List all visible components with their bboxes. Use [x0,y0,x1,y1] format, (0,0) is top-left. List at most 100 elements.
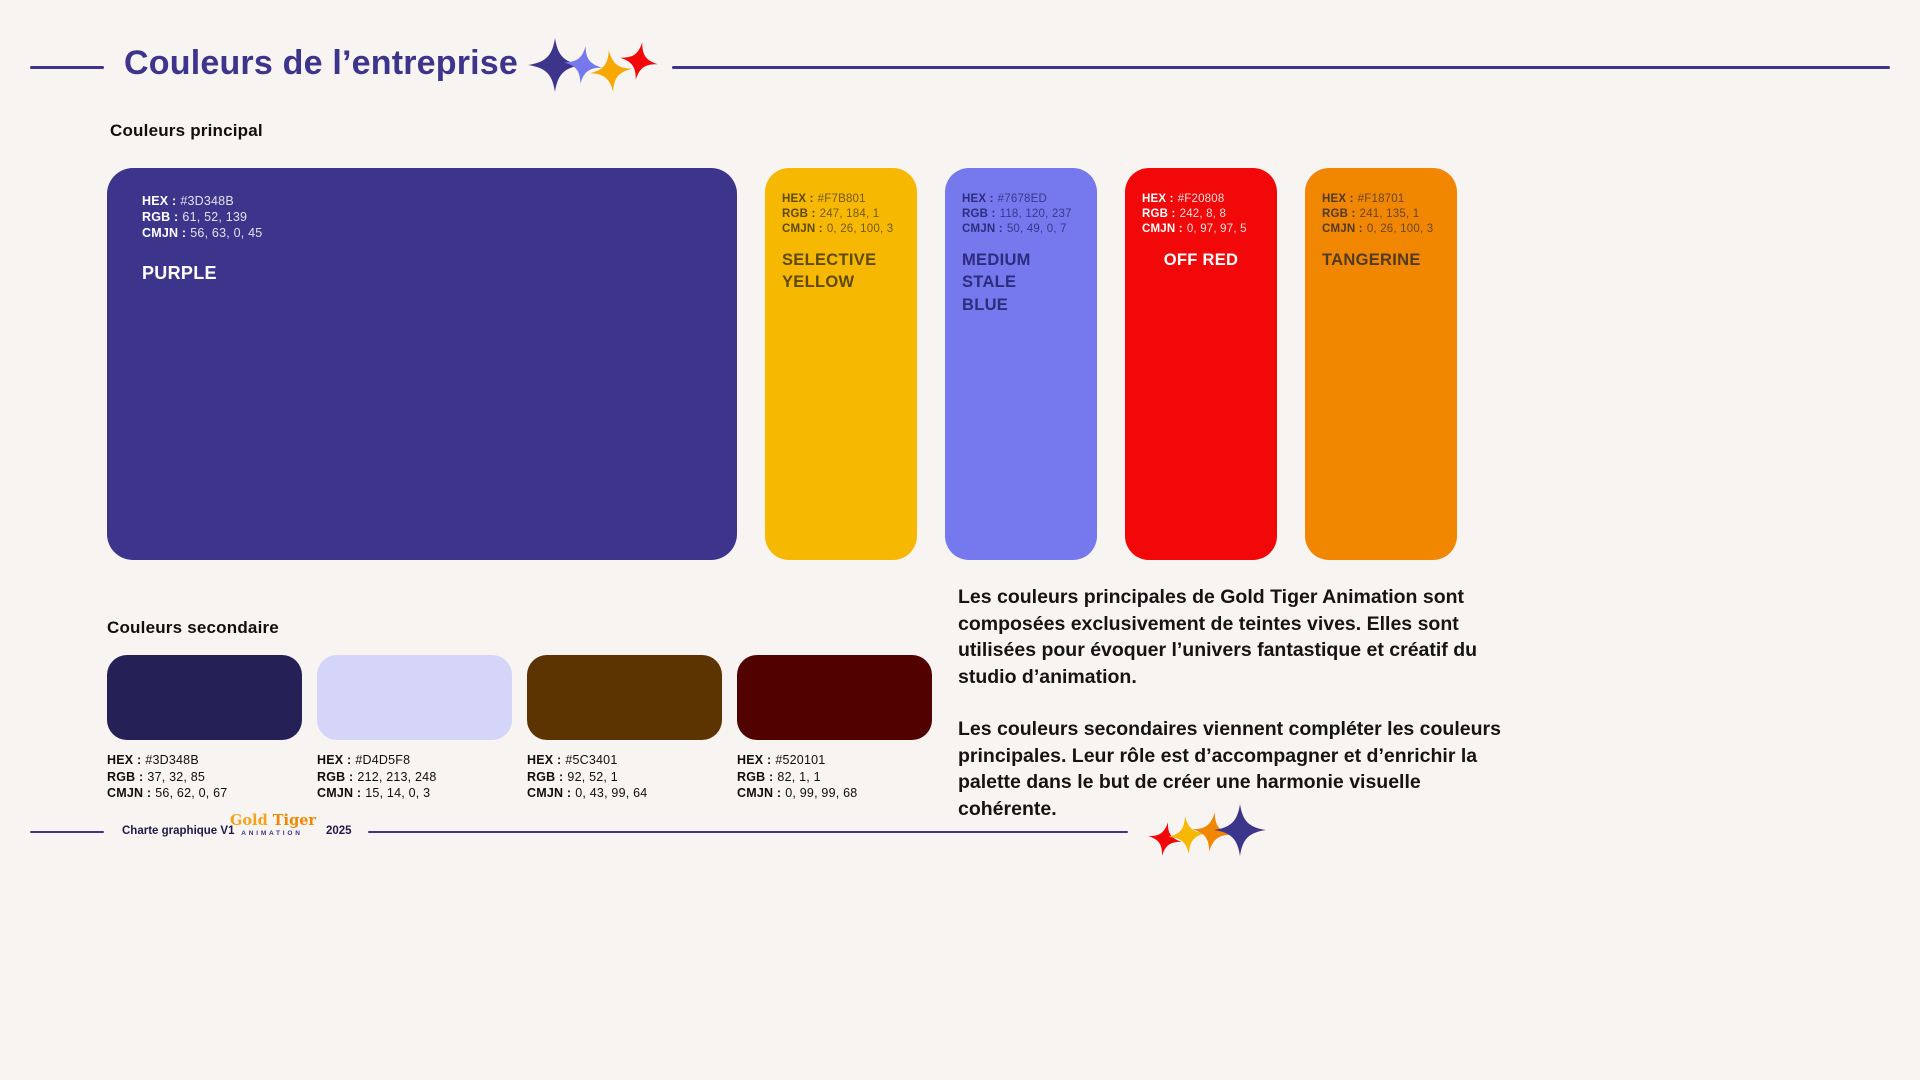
hex-label: HEX : [107,753,142,767]
hex-value: #5C3401 [565,753,618,767]
hex-spec: HEX : #D4D5F8 [317,752,512,769]
rgb-value: 242, 8, 8 [1179,208,1227,220]
rgb-value: 61, 52, 139 [182,210,248,224]
cmjn-value: 0, 43, 99, 64 [575,786,648,800]
cmjn-spec: CMJN :0, 26, 100, 3 [1322,222,1440,237]
logo-word-tiger: Tiger [272,812,317,829]
cmjn-label: CMJN : [782,223,823,235]
rgb-spec: RGB :247, 184, 1 [782,207,900,222]
cmjn-value: 0, 26, 100, 3 [826,223,894,235]
hex-spec: HEX : #5C3401 [527,752,722,769]
secondary-swatch-item: HEX : #D4D5F8 RGB :212, 213, 248 CMJN :15… [317,655,512,802]
swatch-specs: HEX : #520101 RGB :82, 1, 1 CMJN :0, 99, … [737,752,932,802]
cmjn-spec: CMJN :0, 26, 100, 3 [782,222,900,237]
rgb-spec: RGB :241, 135, 1 [1322,207,1440,222]
swatch-specs: HEX : #3D348B RGB :37, 32, 85 CMJN :56, 6… [107,752,302,802]
hex-spec: HEX : #7678ED [962,192,1080,207]
color-specs: HEX : #7678ED RGB :118, 120, 237 CMJN :50… [962,192,1080,237]
rgb-spec: RGB :37, 32, 85 [107,769,302,786]
hex-label: HEX : [962,193,994,205]
hex-label: HEX : [142,194,177,208]
cmjn-label: CMJN : [142,226,187,240]
logo-wordmark: Gold Tiger [230,812,317,829]
rgb-value: 118, 120, 237 [999,208,1072,220]
color-card-selective-yellow: HEX : #F7B801 RGB :247, 184, 1 CMJN :0, 2… [765,168,917,560]
header-sparkles [528,34,662,98]
cmjn-spec: CMJN :56, 62, 0, 67 [107,785,302,802]
hex-value: #3D348B [145,753,199,767]
header-right-divider [672,66,1890,69]
rgb-value: 37, 32, 85 [147,769,206,784]
principal-cards: HEX : #3D348B RGB :61, 52, 139 CMJN :56, … [107,168,1457,560]
color-card-medium-stale-blue: HEX : #7678ED RGB :118, 120, 237 CMJN :50… [945,168,1097,560]
color-card-purple: HEX : #3D348B RGB :61, 52, 139 CMJN :56, … [107,168,737,560]
cmjn-label: CMJN : [737,786,782,800]
header-left-divider [30,66,104,69]
cmjn-spec: CMJN :50, 49, 0, 7 [962,222,1080,237]
rgb-spec: RGB :92, 52, 1 [527,769,722,786]
hex-label: HEX : [317,753,352,767]
color-specs: HEX : #3D348B RGB :61, 52, 139 CMJN :56, … [142,193,702,241]
secondary-swatch-item: HEX : #520101 RGB :82, 1, 1 CMJN :0, 99, … [737,655,932,802]
hex-label: HEX : [527,753,562,767]
cmjn-value: 50, 49, 0, 7 [1006,223,1067,235]
cmjn-label: CMJN : [962,223,1003,235]
document-year: 2025 [326,825,352,837]
hex-value: #D4D5F8 [355,753,411,767]
rgb-spec: RGB :212, 213, 248 [317,769,512,786]
rgb-spec: RGB :118, 120, 237 [962,207,1080,222]
rgb-spec: RGB :242, 8, 8 [1142,207,1260,222]
sparkle-icon [590,50,632,92]
secondaire-heading: Couleurs secondaire [107,618,279,637]
hex-value: #F7B801 [817,193,866,205]
cmjn-label: CMJN : [107,786,152,800]
rgb-label: RGB : [1142,208,1176,220]
rgb-value: 82, 1, 1 [777,769,821,784]
sparkle-icon [1192,812,1232,852]
rgb-value: 241, 135, 1 [1359,208,1420,220]
gold-tiger-logo: Gold Tiger ANIMATION [230,812,317,837]
hex-label: HEX : [782,193,814,205]
rgb-spec: RGB :61, 52, 139 [142,209,702,225]
color-specs: HEX : #F7B801 RGB :247, 184, 1 CMJN :0, 2… [782,192,900,237]
swatch-lavender [317,655,512,740]
sparkle-icon [1168,816,1206,854]
hex-spec: HEX : #F18701 [1322,192,1440,207]
color-specs: HEX : #F20808 RGB :242, 8, 8 CMJN :0, 97,… [1142,192,1260,237]
hex-label: HEX : [1142,193,1174,205]
cmjn-label: CMJN : [317,786,362,800]
swatch-specs: HEX : #5C3401 RGB :92, 52, 1 CMJN :0, 43,… [527,752,722,802]
color-specs: HEX : #F18701 RGB :241, 135, 1 CMJN :0, 2… [1322,192,1440,237]
hex-value: #F18701 [1357,193,1405,205]
description-paragraph-1: Les couleurs principales de Gold Tiger A… [958,586,1478,688]
hex-spec: HEX : #F7B801 [782,192,900,207]
cmjn-label: CMJN : [527,786,572,800]
principal-heading: Couleurs principal [110,121,263,140]
secondary-swatch-item: HEX : #5C3401 RGB :92, 52, 1 CMJN :0, 43,… [527,655,722,802]
swatch-brown [527,655,722,740]
description-paragraph-2: Les couleurs secondaires viennent complé… [958,718,1501,820]
secondary-swatches: HEX : #3D348B RGB :37, 32, 85 CMJN :56, 6… [107,655,932,802]
description-text: Les couleurs principales de Gold Tiger A… [958,584,1510,822]
hex-value: #520101 [775,753,826,767]
color-name: PURPLE [142,263,217,283]
hex-label: HEX : [1322,193,1354,205]
cmjn-label: CMJN : [1322,223,1363,235]
rgb-label: RGB : [107,769,144,784]
swatch-maroon [737,655,932,740]
color-name: MEDIUM STALE BLUE [962,251,1031,314]
cmjn-spec: CMJN :15, 14, 0, 3 [317,785,512,802]
color-name: TANGERINE [1322,251,1421,269]
page-title: Couleurs de l’entreprise [124,44,519,82]
sparkle-icon [528,38,582,92]
cmjn-value: 0, 97, 97, 5 [1186,223,1247,235]
cmjn-value: 15, 14, 0, 3 [365,786,431,800]
swatch-dark-purple [107,655,302,740]
rgb-label: RGB : [317,769,354,784]
document-label: Charte graphique V1 [122,825,235,837]
color-name: SELECTIVE YELLOW [782,251,877,292]
rgb-label: RGB : [962,208,996,220]
cmjn-value: 56, 63, 0, 45 [190,226,263,240]
color-card-tangerine: HEX : #F18701 RGB :241, 135, 1 CMJN :0, 2… [1305,168,1457,560]
